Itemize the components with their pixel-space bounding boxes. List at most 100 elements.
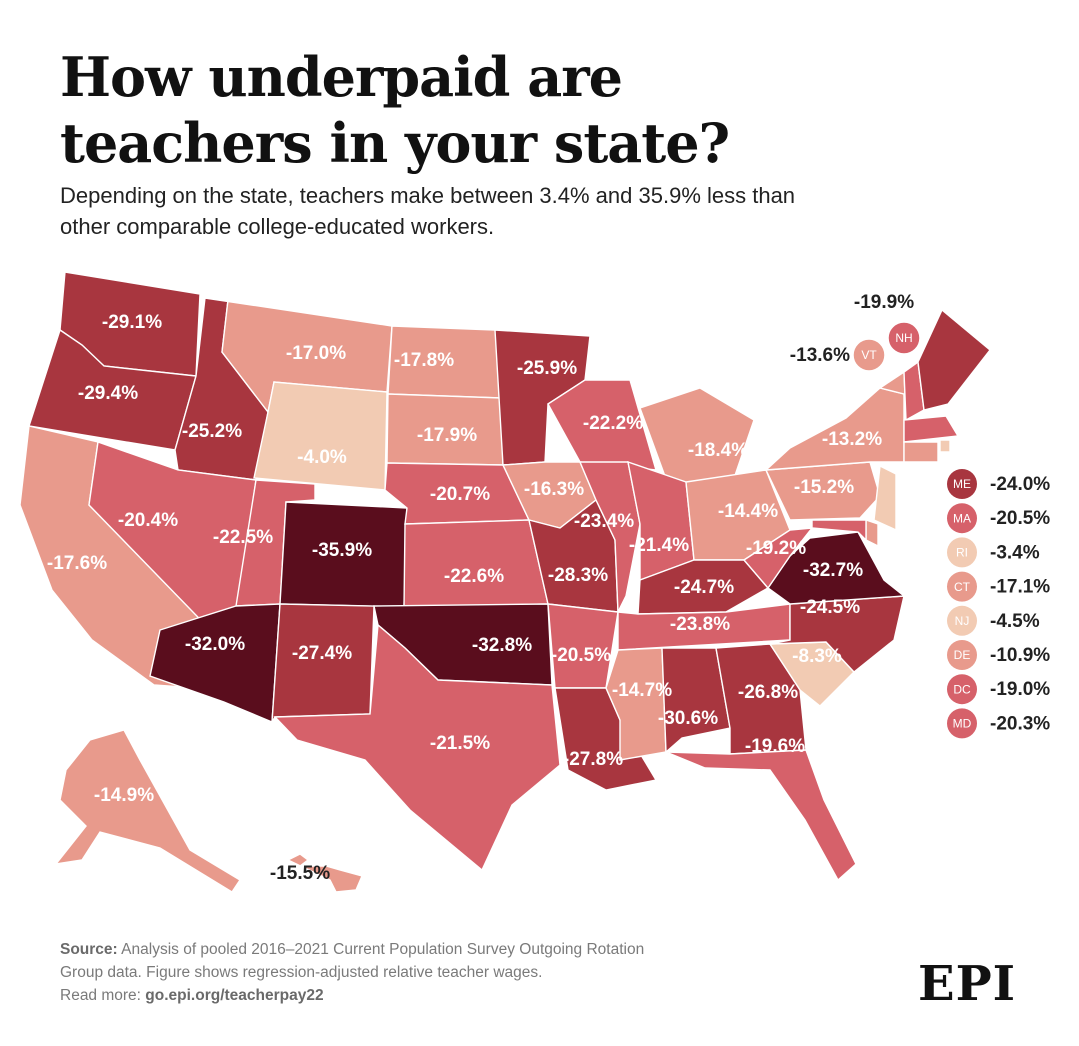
footer: Source: Analysis of pooled 2016–2021 Cur… [60, 938, 880, 1007]
legend-abbr-dc: DC [953, 682, 971, 696]
legend-dot-dc [947, 674, 977, 705]
legend-value-md: -20.3% [990, 713, 1050, 734]
state-label-wy: -4.0% [297, 447, 347, 468]
state-va[interactable] [767, 531, 906, 605]
chart-subtitle: Depending on the state, teachers make be… [60, 180, 1020, 242]
state-label-wa: -29.1% [102, 312, 162, 333]
legend-value-me: -24.0% [990, 474, 1050, 495]
state-label-tn: -23.8% [670, 614, 730, 635]
state-de[interactable] [865, 519, 879, 548]
state-label-wi: -22.2% [583, 413, 643, 434]
state-label-al: -30.6% [658, 708, 718, 729]
state-label-nd: -17.8% [394, 350, 454, 371]
state-label-ut: -22.5% [213, 527, 273, 548]
state-ma[interactable] [903, 415, 960, 443]
state-me[interactable] [917, 308, 991, 411]
state-md[interactable] [811, 519, 867, 542]
state-label-ne: -20.7% [430, 484, 490, 505]
state-nc[interactable] [769, 595, 905, 673]
state-tx[interactable] [273, 623, 561, 872]
state-hi[interactable] [286, 853, 363, 893]
state-label-tx: -21.5% [430, 733, 490, 754]
legend-dot-ct [947, 571, 977, 602]
state-label-ak: -14.9% [94, 785, 154, 806]
legend-dot-nj [947, 605, 977, 636]
state-al[interactable] [661, 647, 731, 754]
legend-dot-de [947, 640, 977, 670]
legend-abbr-me: ME [953, 477, 971, 491]
state-label-fl: -19.6% [745, 736, 805, 757]
state-label-il: -23.4% [574, 511, 634, 532]
footer-source-line: Source: Analysis of pooled 2016–2021 Cur… [60, 938, 880, 961]
legend-dot-me [947, 469, 977, 499]
legend-abbr-nj: NJ [955, 614, 970, 628]
state-fl[interactable] [665, 749, 857, 882]
state-label-in: -21.4% [629, 535, 689, 556]
state-label-nc: -24.5% [800, 597, 860, 618]
legend-abbr-de: DE [954, 648, 971, 662]
state-label-ca: -17.6% [47, 553, 107, 574]
legend-value-nj: -4.5% [990, 611, 1040, 632]
state-ks[interactable] [403, 519, 549, 608]
title-line-1: How underpaid are [60, 45, 623, 109]
state-label-or: -29.4% [78, 383, 138, 404]
callout-label-nh: -19.9% [854, 292, 914, 313]
state-label-co: -35.9% [312, 540, 372, 561]
state-label-sc: -8.3% [792, 646, 842, 667]
legend-value-ct: -17.1% [990, 577, 1050, 598]
state-ri[interactable] [939, 439, 951, 453]
state-label-mi: -18.4% [688, 440, 748, 461]
state-label-wv: -19.2% [746, 538, 806, 559]
state-label-ga: -26.8% [738, 682, 798, 703]
state-label-ia: -16.3% [524, 479, 584, 500]
state-label-pa: -15.2% [794, 477, 854, 498]
state-label-ks: -22.6% [444, 566, 504, 587]
title-line-2: teachers in your state? [60, 111, 730, 175]
callout-dot-nh [887, 321, 921, 355]
state-labels: -29.1% -29.4% -17.6% -25.2% -20.4% -17.0% -4.0… [47, 312, 882, 884]
subtitle-line-2: other comparable college-educated worker… [60, 214, 495, 239]
legend-abbr-ct: CT [954, 580, 971, 594]
state-label-mt: -17.0% [286, 343, 346, 364]
state-label-la: -27.8% [563, 749, 623, 770]
chart-title: How underpaid are teachers in your state… [60, 44, 820, 176]
legend-dot-ma [947, 503, 977, 534]
state-label-az: -32.0% [185, 634, 245, 655]
read-more-label: Read more: [60, 987, 146, 1004]
legend-abbr-md: MD [953, 717, 972, 731]
state-ct[interactable] [903, 441, 939, 463]
legend-abbr-ma: MA [953, 511, 971, 525]
callout-dot-vt [852, 338, 886, 372]
state-label-sd: -17.9% [417, 425, 477, 446]
state-ak[interactable] [54, 729, 241, 893]
legend-value-ri: -3.4% [990, 542, 1040, 563]
small-state-legend: ME -24.0% MA -20.5% RI -3.4% CT -17.1% NJ -4.5% DE… [947, 469, 1050, 739]
state-label-va: -32.7% [803, 560, 863, 581]
legend-dot-ri [947, 537, 977, 568]
footer-line-2: Group data. Figure shows regression-adju… [60, 964, 543, 981]
state-label-nm: -27.4% [292, 643, 352, 664]
source-label: Source: [60, 941, 118, 958]
state-label-ok: -32.8% [472, 635, 532, 656]
legend-dot-md [947, 708, 977, 739]
state-nj[interactable] [873, 464, 897, 532]
legend-value-de: -10.9% [990, 645, 1050, 666]
state-wi[interactable] [547, 379, 657, 471]
callout-label-vt: -13.6% [790, 345, 850, 366]
read-more-link[interactable]: go.epi.org/teacherpay22 [145, 987, 324, 1004]
epi-logo: EPI [918, 956, 1017, 1012]
state-label-mn: -25.9% [517, 358, 577, 379]
subtitle-line-1: Depending on the state, teachers make be… [60, 183, 796, 208]
state-label-ky: -24.7% [674, 577, 734, 598]
footer-read-more: Read more: go.epi.org/teacherpay22 [60, 984, 880, 1007]
state-label-mo: -28.3% [548, 565, 608, 586]
state-wv[interactable] [742, 527, 814, 590]
state-label-id: -25.2% [182, 421, 242, 442]
legend-abbr-ri: RI [956, 546, 968, 560]
state-label-ar: -20.5% [551, 645, 611, 666]
source-text: Analysis of pooled 2016–2021 Current Pop… [117, 941, 645, 958]
state-wy[interactable] [253, 381, 388, 491]
state-label-hi: -15.5% [270, 863, 330, 884]
state-label-nv: -20.4% [118, 510, 178, 531]
